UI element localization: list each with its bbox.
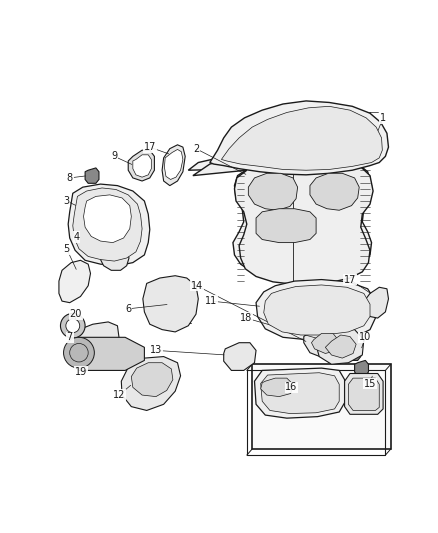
Polygon shape — [325, 335, 356, 358]
Text: 4: 4 — [74, 232, 80, 242]
Text: 11: 11 — [205, 296, 218, 306]
Polygon shape — [224, 343, 256, 370]
Polygon shape — [316, 329, 364, 364]
Text: 17: 17 — [144, 142, 156, 152]
Text: 16: 16 — [285, 382, 297, 392]
Text: 10: 10 — [359, 332, 371, 342]
Polygon shape — [84, 195, 131, 243]
Text: 18: 18 — [240, 313, 252, 323]
Text: 8: 8 — [67, 173, 73, 183]
Text: 3: 3 — [64, 196, 70, 206]
Text: 7: 7 — [67, 332, 73, 342]
Polygon shape — [310, 173, 359, 210]
Polygon shape — [128, 150, 155, 181]
Polygon shape — [162, 145, 185, 185]
Polygon shape — [254, 368, 345, 418]
Polygon shape — [73, 322, 119, 360]
Polygon shape — [304, 324, 345, 358]
Text: 15: 15 — [364, 378, 376, 389]
Polygon shape — [349, 378, 379, 410]
Polygon shape — [256, 280, 375, 340]
Polygon shape — [345, 374, 383, 414]
Polygon shape — [100, 247, 129, 270]
Polygon shape — [355, 360, 368, 376]
Text: 14: 14 — [191, 281, 203, 290]
Text: 13: 13 — [150, 345, 162, 356]
Polygon shape — [133, 155, 151, 177]
Polygon shape — [73, 188, 142, 261]
Text: 12: 12 — [113, 390, 125, 400]
Polygon shape — [210, 101, 389, 175]
Circle shape — [64, 337, 94, 368]
Polygon shape — [70, 337, 145, 370]
Text: 5: 5 — [64, 244, 70, 254]
Polygon shape — [264, 285, 370, 335]
Polygon shape — [193, 152, 373, 284]
Text: 6: 6 — [125, 304, 131, 314]
Polygon shape — [121, 357, 180, 410]
Text: 20: 20 — [70, 309, 82, 319]
Polygon shape — [68, 184, 150, 265]
Text: 2: 2 — [193, 144, 199, 154]
Text: 9: 9 — [111, 151, 117, 161]
Circle shape — [60, 313, 85, 338]
Polygon shape — [164, 149, 183, 180]
Polygon shape — [365, 287, 389, 318]
Polygon shape — [85, 168, 99, 183]
Polygon shape — [261, 378, 293, 397]
Polygon shape — [311, 334, 339, 353]
Polygon shape — [131, 363, 173, 397]
Text: 17: 17 — [344, 274, 356, 285]
Polygon shape — [252, 364, 391, 449]
Polygon shape — [221, 106, 382, 170]
Circle shape — [66, 319, 80, 333]
Polygon shape — [261, 373, 339, 414]
Polygon shape — [256, 209, 316, 243]
Polygon shape — [347, 345, 361, 360]
Polygon shape — [248, 173, 298, 210]
Polygon shape — [188, 152, 371, 280]
Polygon shape — [59, 260, 91, 303]
Polygon shape — [143, 276, 198, 332]
Text: 1: 1 — [380, 113, 386, 123]
Text: 19: 19 — [75, 367, 87, 377]
